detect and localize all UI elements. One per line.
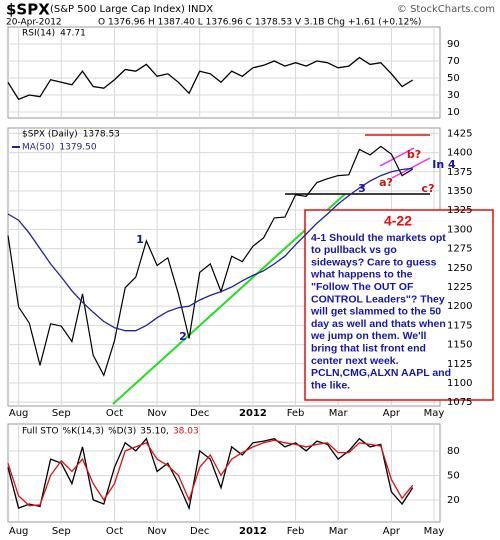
y-tick-label: 80 — [447, 446, 460, 457]
panel-frame — [7, 26, 441, 119]
y-tick-label: 1175 — [447, 320, 472, 331]
annotation: 3 — [358, 182, 366, 195]
x-tick-label: May — [424, 408, 445, 419]
y-tick-label: 30 — [447, 90, 460, 101]
series-line — [7, 437, 414, 511]
legend-text: MA(50) — [22, 143, 54, 153]
x-tick-label: Sep — [52, 408, 71, 419]
legend-text: 38.03 — [173, 427, 199, 437]
note-line: what happens to the — [310, 269, 413, 281]
y-tick-label: 1075 — [447, 397, 472, 408]
y-tick-label: 1200 — [447, 301, 472, 312]
annotation: 2 — [179, 330, 187, 343]
note-line: "Follow The OUT OF — [311, 281, 414, 293]
note-line: CONTROL Leaders"? They — [311, 293, 445, 305]
legend-text: 1378.53 — [83, 130, 120, 140]
note-line: center next week. — [311, 355, 399, 367]
y-tick-label: 70 — [447, 56, 460, 67]
y-tick-label: 1425 — [447, 128, 472, 139]
x-tick-label: Apr — [383, 526, 401, 537]
note-title: 4-22 — [384, 213, 412, 229]
annotation: c? — [422, 182, 435, 195]
legend-text: 47.71 — [60, 29, 86, 39]
note-box — [304, 209, 494, 401]
y-tick-label: 1300 — [447, 224, 472, 235]
y-tick-label: 20 — [447, 495, 460, 506]
y-tick-label: 1250 — [447, 263, 472, 274]
series-line — [7, 56, 414, 101]
x-tick-label: 2012 — [239, 526, 267, 537]
x-tick-label: Apr — [383, 408, 401, 419]
annotation: 1 — [136, 233, 144, 246]
x-tick-label: 2012 — [239, 408, 267, 419]
series-line — [7, 439, 414, 507]
annotation: b? — [407, 148, 421, 161]
channel-top — [379, 147, 415, 167]
x-tick-label: Oct — [106, 526, 123, 537]
index-name: (S&P 500 Large Cap Index) INDX — [50, 4, 213, 15]
series-line — [7, 145, 414, 377]
legend-text: %K(14,3) — [63, 427, 105, 437]
legend-text: Full STO — [22, 427, 59, 437]
symbol: $SPX — [6, 1, 50, 19]
date: 20-Apr-2012 — [6, 18, 62, 28]
legend-text: 1379.50 — [59, 143, 96, 153]
x-tick-label: Sep — [52, 526, 71, 537]
x-tick-label: Aug — [9, 526, 29, 537]
legend-text: %D(3) — [108, 427, 136, 437]
x-tick-label: Mar — [329, 526, 349, 537]
source: © StockCharts.com — [397, 4, 495, 15]
x-tick-label: Nov — [147, 408, 167, 419]
y-tick-label: 10 — [447, 107, 460, 118]
x-tick-label: Aug — [9, 408, 29, 419]
legend-text: 35.10, — [140, 427, 169, 437]
y-tick-label: 1125 — [447, 359, 472, 370]
y-tick-label: 90 — [447, 39, 460, 50]
note-line: sideways? Care to guess — [311, 256, 437, 268]
series-line — [7, 167, 413, 332]
note-line: day as well and thats when — [311, 318, 446, 330]
note-line: to pullback vs go — [311, 244, 397, 256]
panel-frame — [7, 423, 441, 523]
y-tick-label: 1150 — [447, 340, 472, 351]
note-line: 4-1 Should the markets opt — [311, 232, 446, 244]
note-line: will get slammed to the 50 — [310, 306, 441, 318]
quote: O 1376.96 H 1387.40 L 1376.96 C 1378.53 … — [98, 18, 421, 28]
annotation: In 4 — [432, 158, 456, 171]
x-tick-label: May — [424, 526, 445, 537]
y-tick-label: 1375 — [447, 167, 472, 178]
annotation: a? — [379, 176, 393, 189]
x-tick-label: Dec — [190, 526, 209, 537]
legend-text: RSI(14) — [22, 29, 55, 39]
y-tick-label: 1350 — [447, 186, 472, 197]
x-tick-label: Feb — [287, 408, 305, 419]
x-tick-label: Dec — [190, 408, 209, 419]
y-tick-label: 1400 — [447, 148, 472, 159]
y-tick-label: 50 — [447, 73, 460, 84]
legend-text: $SPX (Daily) — [22, 130, 78, 140]
x-tick-label: Mar — [329, 408, 349, 419]
x-tick-label: Oct — [106, 408, 123, 419]
x-tick-label: Nov — [147, 526, 167, 537]
y-tick-label: 1275 — [447, 244, 472, 255]
note-line: the like. — [311, 379, 350, 391]
x-tick-label: Feb — [287, 526, 305, 537]
y-tick-label: 1100 — [447, 378, 472, 389]
y-tick-label: 50 — [447, 470, 460, 481]
note-line: PCLN,CMG,ALXN AAPL and — [311, 367, 451, 379]
note-line: we jump on them. We'll — [310, 330, 427, 342]
y-tick-label: 1225 — [447, 282, 472, 293]
y-tick-label: 1325 — [447, 205, 472, 216]
note-line: bring that list front end — [311, 342, 426, 354]
